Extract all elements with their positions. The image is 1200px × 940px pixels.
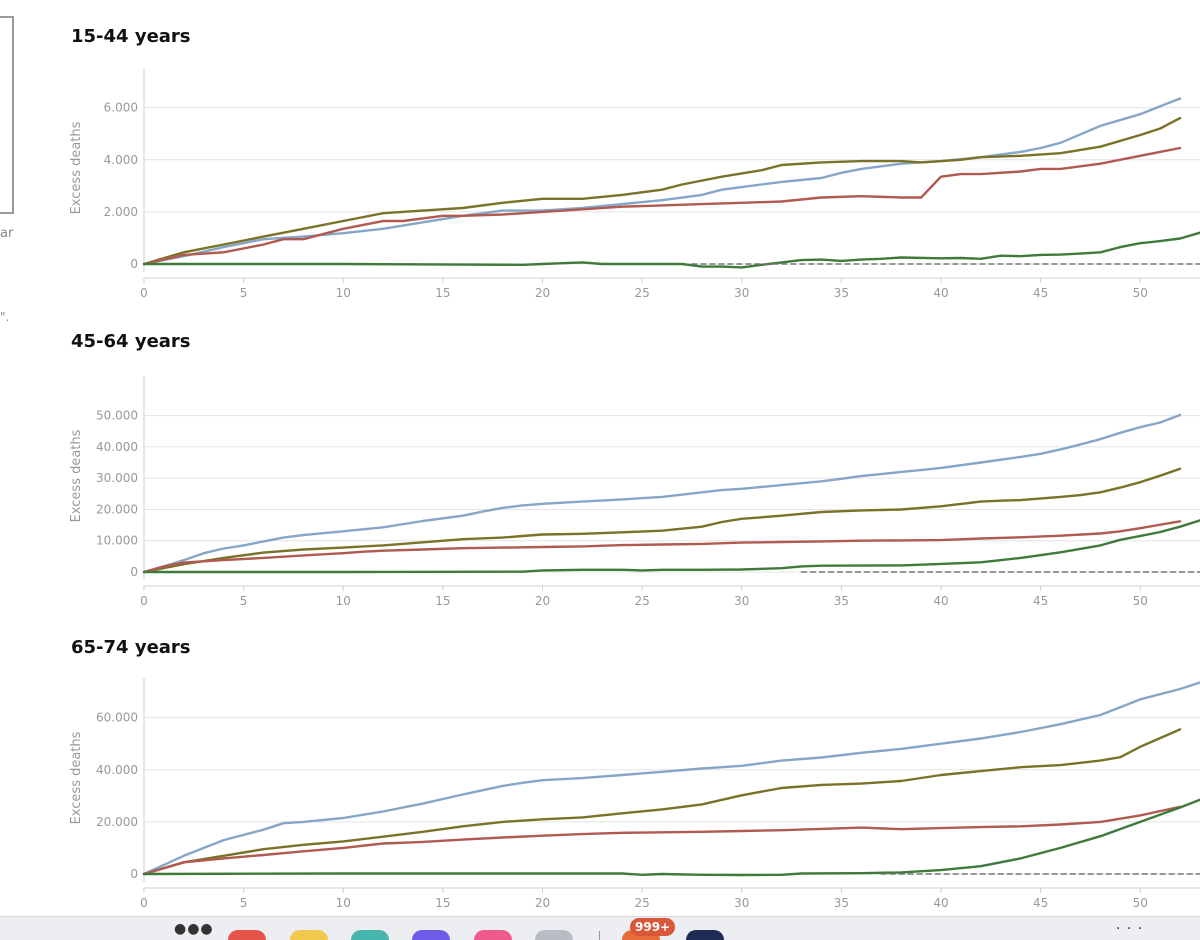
x-tick-label: 5	[240, 896, 248, 910]
taskbar: ●●● 999+ · · ·	[0, 916, 1200, 940]
x-tick-label: 35	[834, 594, 849, 608]
x-tick-label: 10	[336, 594, 351, 608]
x-tick-label: 30	[734, 594, 749, 608]
x-tick-label: 40	[933, 286, 948, 300]
y-tick-label: 10.000	[96, 534, 138, 548]
x-tick-label: 15	[435, 896, 450, 910]
x-tick-label: 30	[734, 286, 749, 300]
y-tick-label: 2.000	[104, 205, 138, 219]
y-tick-label: 4.000	[104, 153, 138, 167]
x-tick-label: 25	[634, 286, 649, 300]
red-app-icon[interactable]	[228, 930, 266, 940]
x-tick-label: 0	[140, 896, 148, 910]
x-tick-label: 15	[435, 286, 450, 300]
x-tick-label: 5	[240, 594, 248, 608]
pink-flower-icon[interactable]	[474, 930, 512, 940]
series-line	[142, 231, 1200, 269]
app-drawer-icon[interactable]: ●●●	[174, 921, 214, 937]
x-tick-label: 5	[240, 286, 248, 300]
chart-title-45-64: 45-64 years	[71, 331, 191, 352]
x-tick-label: 25	[634, 896, 649, 910]
legend-panel	[0, 16, 14, 214]
blue-compass-icon[interactable]	[412, 930, 450, 940]
x-tick-label: 35	[834, 286, 849, 300]
yellow-notes-icon[interactable]	[290, 930, 328, 940]
series-line	[142, 467, 1182, 574]
series-line	[142, 520, 1182, 574]
chart-65-74: 0 20.000 40.000 60.000 0 5 10 15 20 25 30 35 40 45 50 E…	[69, 678, 1200, 910]
x-tick-label: 50	[1133, 594, 1148, 608]
gray-camera-icon[interactable]	[535, 930, 573, 940]
x-tick-label: 20	[535, 594, 550, 608]
y-tick-label: 40.000	[96, 440, 138, 454]
chart-title-65-74: 65-74 years	[71, 637, 191, 658]
chart-title-15-44: 15-44 years	[71, 26, 191, 47]
x-tick-label: 10	[336, 286, 351, 300]
x-tick-label: 10	[336, 896, 351, 910]
series-line	[142, 519, 1200, 574]
x-tick-label: 40	[933, 594, 948, 608]
x-tick-label: 50	[1133, 896, 1148, 910]
more-dots-icon[interactable]: · · ·	[1116, 921, 1144, 937]
y-axis-label: Excess deaths	[69, 121, 84, 214]
series-line	[142, 805, 1182, 876]
dark-app-icon[interactable]	[686, 930, 724, 940]
chart-15-44: 0 2.000 4.000 6.000 0 5 10 15 20 25 30 35 40 45 50 Exce…	[69, 68, 1200, 300]
x-tick-label: 45	[1033, 594, 1048, 608]
y-tick-label: 0	[130, 867, 138, 881]
y-tick-label: 20.000	[96, 815, 138, 829]
y-axis-label: Excess deaths	[69, 429, 84, 522]
x-tick-label: 45	[1033, 896, 1048, 910]
x-tick-label: 20	[535, 896, 550, 910]
y-tick-label: 20.000	[96, 502, 138, 516]
y-tick-label: 6.000	[104, 101, 138, 115]
x-tick-label: 15	[435, 594, 450, 608]
y-tick-label: 0	[130, 565, 138, 579]
teal-app-icon[interactable]	[351, 930, 389, 940]
x-tick-label: 30	[734, 896, 749, 910]
y-tick-label: 60.000	[96, 711, 138, 725]
x-tick-label: 50	[1133, 286, 1148, 300]
taskbar-separator	[599, 931, 600, 940]
series-line	[142, 116, 1182, 266]
x-tick-label: 0	[140, 286, 148, 300]
x-tick-label: 45	[1033, 286, 1048, 300]
series-line	[142, 97, 1182, 266]
x-tick-label: 20	[535, 286, 550, 300]
x-tick-label: 0	[140, 594, 148, 608]
x-tick-label: 35	[834, 896, 849, 910]
chart-45-64: 0 10.000 20.000 30.000 40.000 50.000 0 5 10 15 20 2…	[69, 376, 1200, 608]
series-line	[142, 728, 1182, 876]
y-tick-label: 40.000	[96, 763, 138, 777]
notification-badge: 999+	[630, 918, 676, 936]
sidebar-partial-text: ar	[0, 226, 14, 241]
x-tick-label: 25	[634, 594, 649, 608]
y-tick-label: 50.000	[96, 409, 138, 423]
series-line	[142, 146, 1182, 266]
series-line	[142, 681, 1200, 876]
y-tick-label: 30.000	[96, 471, 138, 485]
y-tick-label: 0	[130, 257, 138, 271]
series-line	[142, 413, 1182, 574]
x-tick-label: 40	[933, 896, 948, 910]
sidebar-partial-quote: ".	[0, 310, 10, 324]
y-axis-label: Excess deaths	[69, 731, 84, 824]
series-line	[142, 798, 1200, 877]
